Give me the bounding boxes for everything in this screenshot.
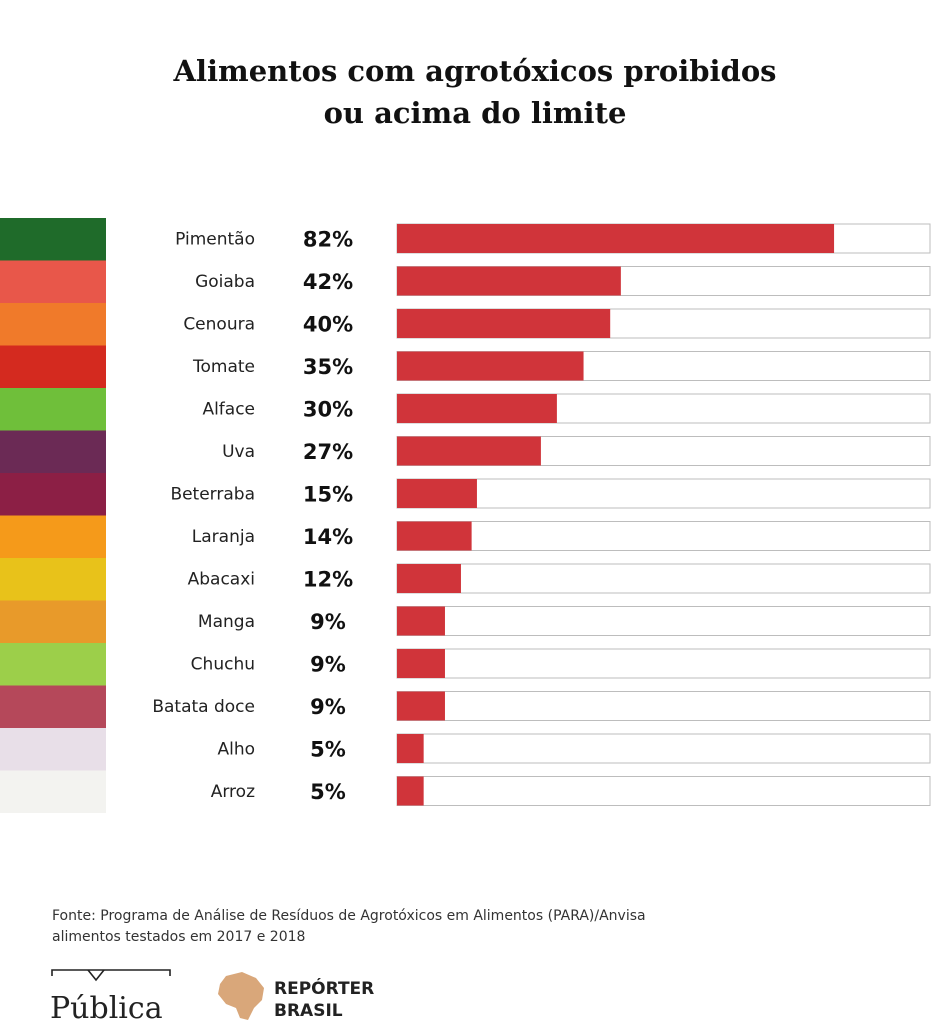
category-label: Batata doce	[152, 697, 255, 717]
value-label: 14%	[303, 525, 353, 549]
category-label: Alface	[202, 400, 255, 420]
bar-track	[396, 606, 931, 636]
bar	[397, 309, 611, 338]
category-label: Pimentão	[175, 230, 255, 250]
chart-title-line-2: ou acima do limite	[323, 96, 627, 130]
category-label: Laranja	[192, 527, 255, 547]
food-image-3	[0, 303, 106, 346]
category-label: Arroz	[211, 782, 255, 802]
category-label: Goiaba	[195, 272, 255, 292]
publica-logo-text: Pública	[50, 991, 163, 1024]
category-label: Cenoura	[183, 315, 255, 335]
food-image-10	[0, 600, 106, 643]
food-image-6	[0, 430, 106, 473]
bar-track	[396, 478, 931, 509]
chart-title: Alimentos com agrotóxicos proibidos ou a…	[0, 50, 950, 134]
source-line-1: Fonte: Programa de Análise de Resíduos d…	[52, 908, 646, 924]
value-label: 40%	[303, 313, 353, 337]
bar	[397, 606, 445, 636]
category-label: Beterraba	[170, 485, 255, 505]
bar	[397, 479, 477, 508]
food-image-9	[0, 558, 106, 601]
source-line-2: alimentos testados em 2017 e 2018	[52, 929, 306, 945]
bar-track	[396, 521, 931, 551]
bar	[397, 351, 584, 381]
category-label: Chuchu	[191, 655, 255, 675]
bar	[397, 691, 445, 721]
bar	[397, 734, 424, 763]
food-image-4	[0, 345, 106, 388]
food-image-12	[0, 685, 106, 728]
bar	[397, 776, 424, 806]
bar-track	[396, 691, 931, 721]
bar	[397, 436, 541, 466]
food-image-14	[0, 770, 106, 813]
chart-title-line-1: Alimentos com agrotóxicos proibidos	[173, 54, 777, 88]
value-label: 15%	[303, 483, 353, 507]
reporter-logo-line-2: BRASIL	[274, 1001, 343, 1021]
value-label: 35%	[303, 355, 353, 379]
bar-track	[396, 648, 931, 679]
bar	[397, 649, 445, 678]
source-note: Fonte: Programa de Análise de Resíduos d…	[52, 906, 646, 948]
food-image-13	[0, 728, 106, 771]
bar	[397, 224, 835, 253]
value-label: 9%	[310, 610, 346, 634]
food-image-5	[0, 388, 106, 431]
value-label: 27%	[303, 440, 353, 464]
food-image-1	[0, 218, 106, 261]
value-label: 9%	[310, 653, 346, 677]
category-label: Alho	[217, 740, 255, 760]
value-label: 42%	[303, 270, 353, 294]
bar	[397, 521, 472, 551]
value-label: 82%	[303, 228, 353, 252]
food-image-2	[0, 260, 106, 303]
publica-logo-bracket	[51, 969, 171, 976]
bar-track	[396, 733, 931, 764]
bar-track	[396, 776, 931, 806]
bar	[397, 564, 461, 593]
category-label: Abacaxi	[188, 570, 255, 590]
bar-track	[396, 563, 931, 594]
bar	[397, 266, 621, 296]
category-label: Uva	[222, 442, 255, 462]
category-label: Tomate	[192, 357, 255, 377]
category-label: Manga	[198, 612, 255, 632]
reporter-logo-line-1: REPÓRTER	[274, 977, 374, 999]
value-label: 5%	[310, 780, 346, 804]
value-label: 9%	[310, 695, 346, 719]
food-image-8	[0, 515, 106, 558]
brazil-map-icon	[218, 972, 264, 1020]
bar	[397, 394, 557, 423]
food-image-11	[0, 643, 106, 686]
food-image-7	[0, 473, 106, 516]
bar-chart: Pimentão 82% Goiaba 42% Cenoura 40% Tomate 35% A…	[0, 218, 931, 813]
publica-logo-tick	[87, 969, 105, 982]
value-label: 12%	[303, 568, 353, 592]
value-label: 5%	[310, 738, 346, 762]
reporter-brasil-logo: REPÓRTER BRASIL	[218, 972, 374, 1021]
publica-logo: Pública	[50, 969, 171, 1024]
value-label: 30%	[303, 398, 353, 422]
